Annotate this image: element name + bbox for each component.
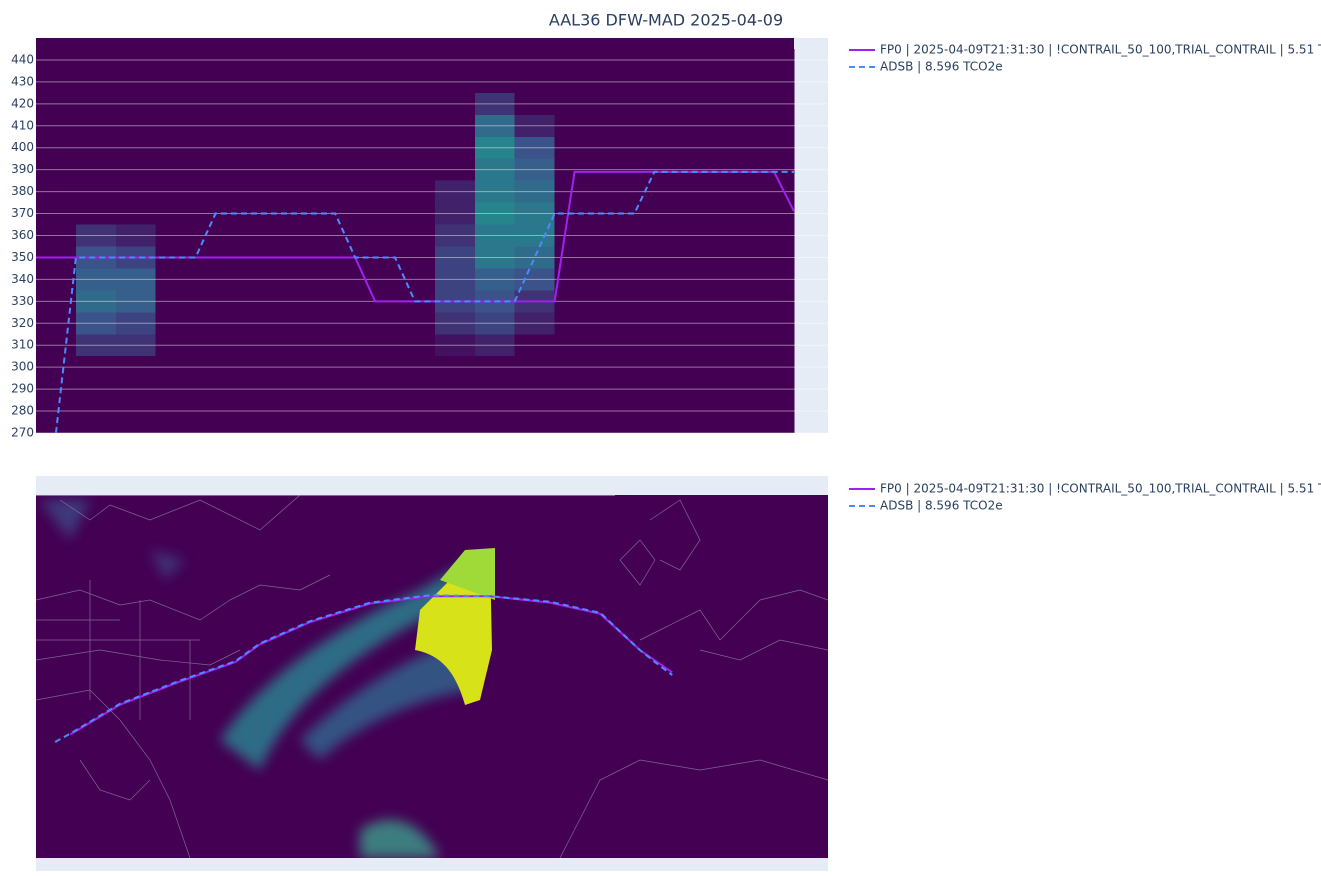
legend-label: ADSB | 8.596 TCO2e	[880, 60, 1003, 74]
y-tick-label: 390	[11, 162, 34, 176]
heatmap-cell	[196, 422, 236, 433]
heatmap-cell	[355, 422, 395, 433]
heatmap-cell	[116, 422, 156, 433]
heatmap-cell	[515, 422, 555, 433]
legend-label: FP0 | 2025-04-09T21:31:30 | !CONTRAIL_50…	[880, 43, 1321, 57]
y-tick-label: 380	[11, 184, 34, 198]
y-tick-label: 270	[11, 426, 34, 440]
heatmap-cell	[315, 422, 355, 433]
y-tick-label: 280	[11, 404, 34, 418]
figure: AAL36 DFW-MAD 2025-04-09 270 280 290 300 310…	[0, 0, 1321, 872]
heatmap-cell	[275, 422, 315, 433]
y-tick-label: 350	[11, 250, 34, 264]
y-tick-label: 360	[11, 228, 34, 242]
y-tick-label: 290	[11, 382, 34, 396]
heatmap-cell	[714, 422, 754, 433]
heatmap-cell	[435, 422, 475, 433]
heatmap-cell	[674, 422, 714, 433]
y-tick-label: 310	[11, 338, 34, 352]
legend-label: ADSB | 8.596 TCO2e	[880, 499, 1003, 513]
y-tick-label: 410	[11, 118, 34, 132]
heatmap-cell	[156, 422, 196, 433]
heatmap-cell	[475, 422, 515, 433]
heatmap-cell	[76, 422, 116, 433]
heatmap-cell	[754, 422, 794, 433]
y-tick-label: 300	[11, 360, 34, 374]
figure-title: AAL36 DFW-MAD 2025-04-09	[549, 11, 783, 30]
y-tick-label: 400	[11, 140, 34, 154]
y-tick-label: 320	[11, 316, 34, 330]
y-tick-label: 370	[11, 206, 34, 220]
legend-label: FP0 | 2025-04-09T21:31:30 | !CONTRAIL_50…	[880, 482, 1321, 496]
y-tick-label: 340	[11, 272, 34, 286]
y-tick-label: 330	[11, 294, 34, 308]
y-tick-label: 430	[11, 74, 34, 88]
heatmap-cell	[235, 422, 275, 433]
y-tick-label: 420	[11, 96, 34, 110]
heatmap-cell	[395, 422, 435, 433]
heatmap-cell	[595, 422, 635, 433]
heatmap-cell	[555, 422, 595, 433]
y-tick-label: 440	[11, 52, 34, 66]
heatmap-cell	[634, 422, 674, 433]
